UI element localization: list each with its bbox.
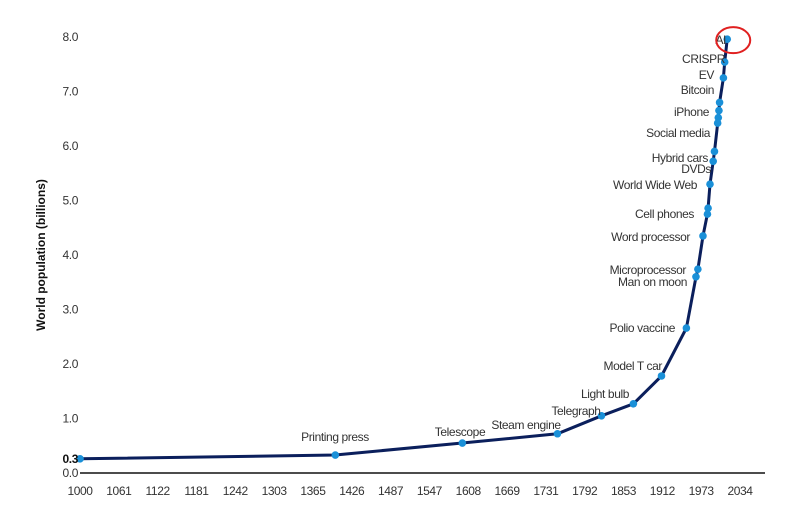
milestone-label-telegraph: Telegraph <box>551 404 600 418</box>
x-tick-label: 2034 <box>727 484 753 498</box>
data-point <box>553 429 562 438</box>
data-point <box>682 324 691 332</box>
milestone-label-world-wide-web: World Wide Web <box>613 178 698 192</box>
y-tick-label: 1.0 <box>63 412 79 426</box>
y-tick-label: 7.0 <box>63 85 79 99</box>
milestone-label-dvds: DVDs <box>681 162 711 176</box>
x-tick-label: 1853 <box>611 484 637 498</box>
data-point <box>699 232 707 240</box>
data-point <box>657 372 666 380</box>
data-point <box>719 74 728 82</box>
milestone-label-model-t-car: Model T car <box>603 359 662 373</box>
data-point <box>597 411 606 420</box>
data-point <box>715 98 724 107</box>
milestone-label-microprocessor: Microprocessor <box>610 263 687 277</box>
y-tick-label: 3.0 <box>63 303 79 317</box>
milestone-label-word-processor: Word processor <box>611 230 690 244</box>
x-tick-label: 1973 <box>689 484 715 498</box>
data-point <box>331 451 340 459</box>
data-point <box>720 58 729 66</box>
data-point <box>714 113 723 122</box>
x-tick-label: 1061 <box>106 484 132 498</box>
milestone-label-man-on-moon: Man on moon <box>618 275 687 289</box>
y-tick-label: 2.0 <box>63 357 79 371</box>
x-tick-label: 1426 <box>339 484 365 498</box>
milestone-label-bitcoin: Bitcoin <box>681 83 714 97</box>
data-point <box>458 439 467 447</box>
population-line <box>79 39 729 461</box>
y-axis-label: World population (billions) <box>34 179 48 331</box>
milestone-label-polio-vaccine: Polio vaccine <box>609 321 675 335</box>
x-tick-label: 1547 <box>417 484 443 498</box>
milestone-label-crispr: CRISPR <box>682 52 726 66</box>
milestone-label-social-media: Social media <box>646 126 711 140</box>
y-tick-label: 5.0 <box>63 194 79 208</box>
milestone-label-ev: EV <box>699 68 715 82</box>
milestone-label-ai: AI <box>715 33 726 47</box>
y-tick-label: 0.0 <box>63 466 79 480</box>
x-tick-label: 1731 <box>533 484 559 498</box>
data-point <box>76 455 84 463</box>
data-point <box>704 204 712 212</box>
y-tick-label: 4.0 <box>63 248 79 262</box>
milestone-label-iphone: iPhone <box>674 105 710 119</box>
x-tick-label: 1303 <box>262 484 288 498</box>
ai-highlight-circle <box>715 26 752 55</box>
x-tick-label: 1912 <box>650 484 676 498</box>
y-tick-label: 6.0 <box>63 139 79 153</box>
x-tick-label: 1487 <box>378 484 404 498</box>
x-tick-label: 1000 <box>67 484 93 498</box>
x-tick-label: 1242 <box>223 484 249 498</box>
y-tick-label: 8.0 <box>63 30 79 44</box>
x-tick-label: 1792 <box>572 484 598 498</box>
data-point <box>629 399 638 408</box>
x-tick-label: 1122 <box>146 484 171 498</box>
milestone-label-telescope: Telescope <box>435 425 486 439</box>
x-tick-label: 1608 <box>456 484 482 498</box>
x-tick-label: 1365 <box>300 484 326 498</box>
x-tick-label: 1669 <box>495 484 521 498</box>
milestone-label-printing-press: Printing press <box>301 430 369 444</box>
data-point <box>694 265 702 273</box>
milestone-label-light-bulb: Light bulb <box>581 387 630 401</box>
data-point <box>709 157 717 166</box>
data-point <box>723 35 732 43</box>
milestone-label-steam-engine: Steam engine <box>491 418 561 432</box>
data-point <box>710 147 719 156</box>
start-value-label: 0.3 <box>63 452 79 466</box>
data-point <box>715 106 723 115</box>
milestone-label-hybrid-cars: Hybrid cars <box>652 151 709 165</box>
data-point <box>703 210 712 218</box>
data-point <box>706 180 714 188</box>
data-point <box>692 273 700 281</box>
x-tick-label: 1181 <box>184 484 209 498</box>
milestone-label-cell-phones: Cell phones <box>635 207 694 221</box>
